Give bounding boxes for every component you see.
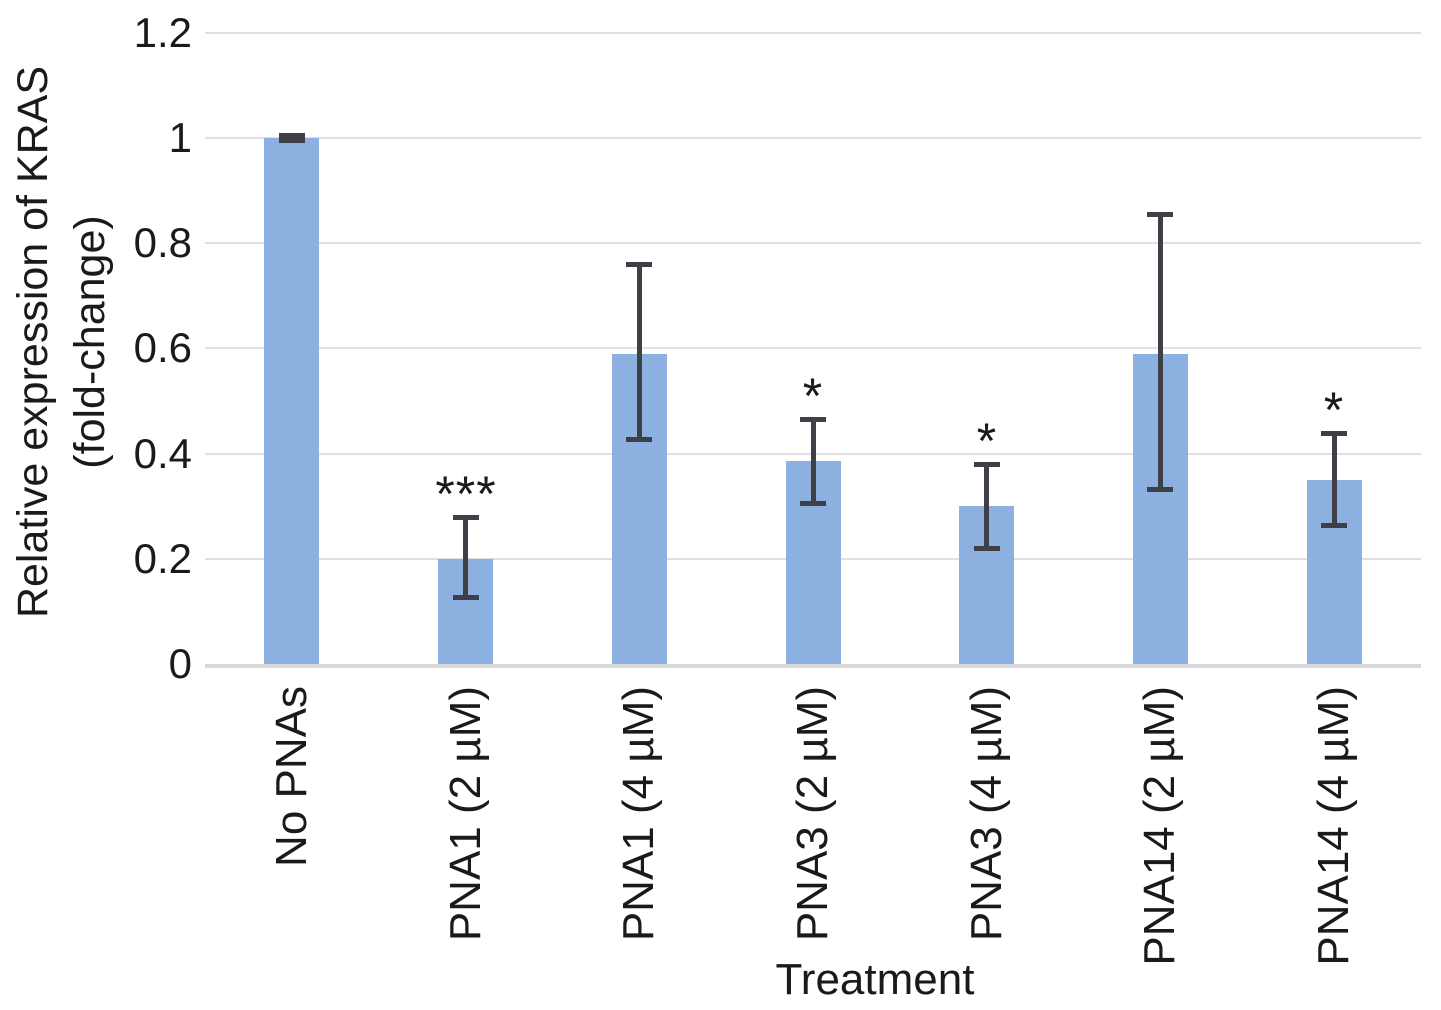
error-bar-bottom-cap xyxy=(1321,523,1347,529)
gridline xyxy=(205,137,1421,139)
error-bar-top-cap xyxy=(626,262,652,268)
x-category-label: PNA1 (2 µM) xyxy=(441,686,490,942)
x-axis-title: Treatment xyxy=(775,955,975,1004)
error-bar xyxy=(984,464,989,550)
gridline xyxy=(205,31,1421,34)
y-tick-label: 0.2 xyxy=(133,534,192,582)
bar xyxy=(264,138,319,664)
y-tick-label: 1 xyxy=(168,114,192,161)
significance-label: * xyxy=(802,368,824,425)
error-bar xyxy=(1332,432,1337,527)
error-bar-top-cap xyxy=(1321,430,1347,436)
error-bar-top-cap xyxy=(279,133,305,139)
error-bar-top-cap xyxy=(453,514,479,520)
error-bar-bottom-cap xyxy=(1147,487,1173,493)
error-bar-bottom-cap xyxy=(279,137,305,143)
error-bar xyxy=(463,516,468,599)
y-tick-label: 0.6 xyxy=(133,324,192,372)
error-bar-top-cap xyxy=(800,417,826,423)
error-bar xyxy=(1158,214,1163,491)
significance-label: * xyxy=(1323,381,1345,438)
gridline xyxy=(205,347,1421,350)
error-bar xyxy=(637,264,642,441)
x-axis-line xyxy=(205,664,1421,668)
x-category-label: PNA1 (4 µM) xyxy=(614,686,663,942)
y-tick-label: 1.2 xyxy=(133,8,192,56)
x-category-label: PNA14 (4 µM) xyxy=(1309,686,1358,966)
error-bar-bottom-cap xyxy=(453,595,479,601)
y-axis-title: Relative expression of KRAS (fold-change… xyxy=(5,22,119,662)
y-tick-label: 0.8 xyxy=(133,219,192,267)
error-bar-top-cap xyxy=(974,462,1000,468)
x-category-label: PNA14 (2 µM) xyxy=(1135,686,1184,966)
y-tick-label: 0.4 xyxy=(133,429,192,477)
y-axis-title-line1: Relative expression of KRAS xyxy=(9,65,57,619)
error-bar-top-cap xyxy=(1147,212,1173,218)
error-bar-bottom-cap xyxy=(800,500,826,506)
gridline xyxy=(205,242,1421,245)
error-bar-bottom-cap xyxy=(626,437,652,443)
significance-label: * xyxy=(976,413,998,470)
error-bar-bottom-cap xyxy=(974,546,1000,552)
significance-label: *** xyxy=(435,465,497,522)
x-category-label: No PNAs xyxy=(267,686,316,867)
y-tick-label: 0 xyxy=(168,640,192,687)
y-axis-title-line2: (fold-change) xyxy=(66,215,114,469)
error-bar xyxy=(811,419,816,504)
